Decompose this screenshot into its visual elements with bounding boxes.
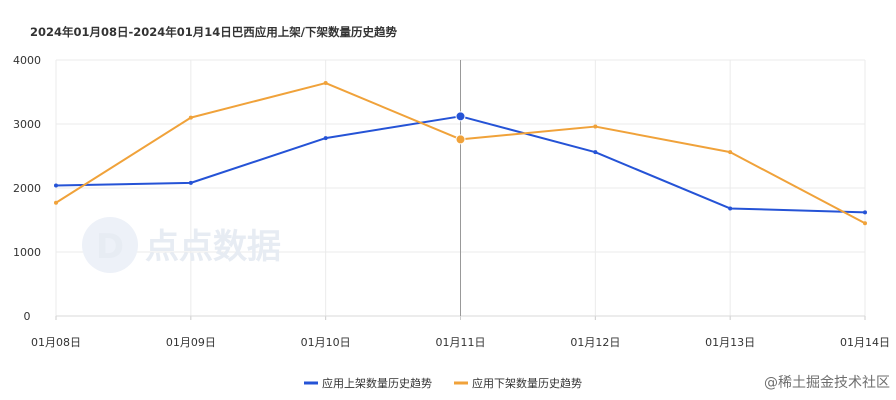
x-tick-label: 01月10日 <box>301 336 351 349</box>
data-point <box>455 134 466 145</box>
legend[interactable]: 应用上架数量历史趋势 应用下架数量历史趋势 <box>304 376 582 390</box>
watermark-logo-letter: D <box>96 227 124 267</box>
x-axis: 01月08日 01月09日 01月10日 01月11日 01月12日 01月13日 01月1… <box>31 315 890 349</box>
data-point <box>863 210 867 215</box>
credit-text: @稀土掘金技术社区 <box>764 375 890 391</box>
data-point <box>728 150 733 155</box>
series-layer <box>54 81 867 226</box>
data-point <box>54 183 58 188</box>
watermark: D 点点数据 <box>82 217 281 273</box>
y-tick-label: 0 <box>24 310 31 323</box>
watermark-text: 点点数据 <box>145 227 281 267</box>
y-tick-label: 3000 <box>13 118 41 131</box>
data-point <box>188 180 193 185</box>
data-point <box>593 150 598 155</box>
x-tick-label: 01月09日 <box>166 336 216 349</box>
data-point <box>593 124 598 129</box>
y-tick-label: 1000 <box>13 246 41 259</box>
y-axis: 0 1000 2000 3000 4000 <box>13 54 41 323</box>
data-point <box>863 221 867 226</box>
legend-label: 应用下架数量历史趋势 <box>472 376 582 390</box>
x-tick-label: 01月12日 <box>570 336 620 349</box>
x-tick-label: 01月14日 <box>840 336 890 349</box>
y-tick-label: 2000 <box>13 182 41 195</box>
data-point <box>455 111 466 122</box>
x-tick-label: 01月08日 <box>31 336 81 349</box>
y-tick-label: 4000 <box>13 54 41 67</box>
data-point <box>728 206 733 211</box>
chart-title: 2024年01月08日-2024年01月14日巴西应用上架/下架数量历史趋势 <box>30 25 397 39</box>
data-point <box>323 136 328 141</box>
x-tick-label: 01月11日 <box>436 336 486 349</box>
watermark-logo-icon <box>82 217 138 273</box>
data-point <box>323 81 328 86</box>
x-tick-label: 01月13日 <box>705 336 755 349</box>
legend-label: 应用上架数量历史趋势 <box>322 376 432 390</box>
data-point <box>188 115 193 120</box>
legend-item-2[interactable]: 应用下架数量历史趋势 <box>454 376 582 390</box>
legend-item-1[interactable]: 应用上架数量历史趋势 <box>304 376 432 390</box>
data-point <box>54 200 58 205</box>
